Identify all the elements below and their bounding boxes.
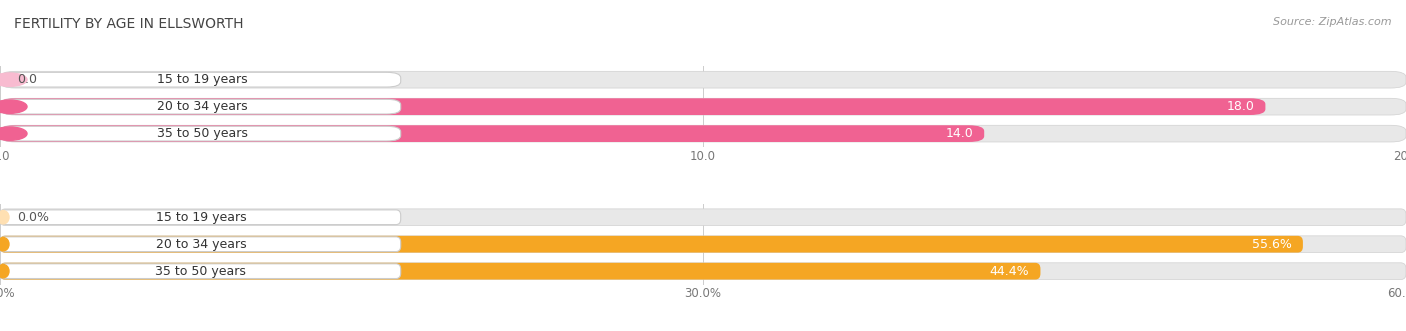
Text: 14.0: 14.0 [945, 127, 973, 140]
Circle shape [0, 264, 8, 278]
FancyBboxPatch shape [0, 98, 1265, 115]
FancyBboxPatch shape [0, 126, 401, 141]
Text: 44.4%: 44.4% [990, 265, 1029, 278]
Text: 35 to 50 years: 35 to 50 years [156, 127, 247, 140]
FancyBboxPatch shape [0, 99, 401, 114]
FancyBboxPatch shape [0, 263, 1406, 280]
Text: 0.0: 0.0 [17, 73, 37, 86]
FancyBboxPatch shape [0, 125, 984, 142]
FancyBboxPatch shape [0, 264, 401, 278]
FancyBboxPatch shape [0, 125, 1406, 142]
FancyBboxPatch shape [0, 236, 1303, 253]
FancyBboxPatch shape [0, 209, 1406, 226]
Circle shape [0, 73, 27, 86]
FancyBboxPatch shape [0, 237, 401, 252]
Text: Source: ZipAtlas.com: Source: ZipAtlas.com [1274, 17, 1392, 26]
Text: 0.0%: 0.0% [17, 211, 49, 224]
Text: 55.6%: 55.6% [1251, 238, 1292, 251]
Text: 15 to 19 years: 15 to 19 years [157, 73, 247, 86]
FancyBboxPatch shape [0, 236, 1406, 253]
Text: 18.0: 18.0 [1226, 100, 1254, 113]
Text: 15 to 19 years: 15 to 19 years [156, 211, 246, 224]
FancyBboxPatch shape [0, 98, 1406, 115]
Circle shape [0, 127, 27, 140]
Text: FERTILITY BY AGE IN ELLSWORTH: FERTILITY BY AGE IN ELLSWORTH [14, 17, 243, 30]
FancyBboxPatch shape [0, 263, 1040, 280]
Text: 20 to 34 years: 20 to 34 years [157, 100, 247, 113]
FancyBboxPatch shape [0, 210, 401, 225]
Circle shape [0, 238, 8, 251]
Text: 20 to 34 years: 20 to 34 years [156, 238, 246, 251]
Circle shape [0, 100, 27, 113]
Text: 35 to 50 years: 35 to 50 years [156, 265, 246, 278]
FancyBboxPatch shape [0, 71, 1406, 88]
FancyBboxPatch shape [0, 72, 401, 87]
Circle shape [0, 211, 8, 224]
